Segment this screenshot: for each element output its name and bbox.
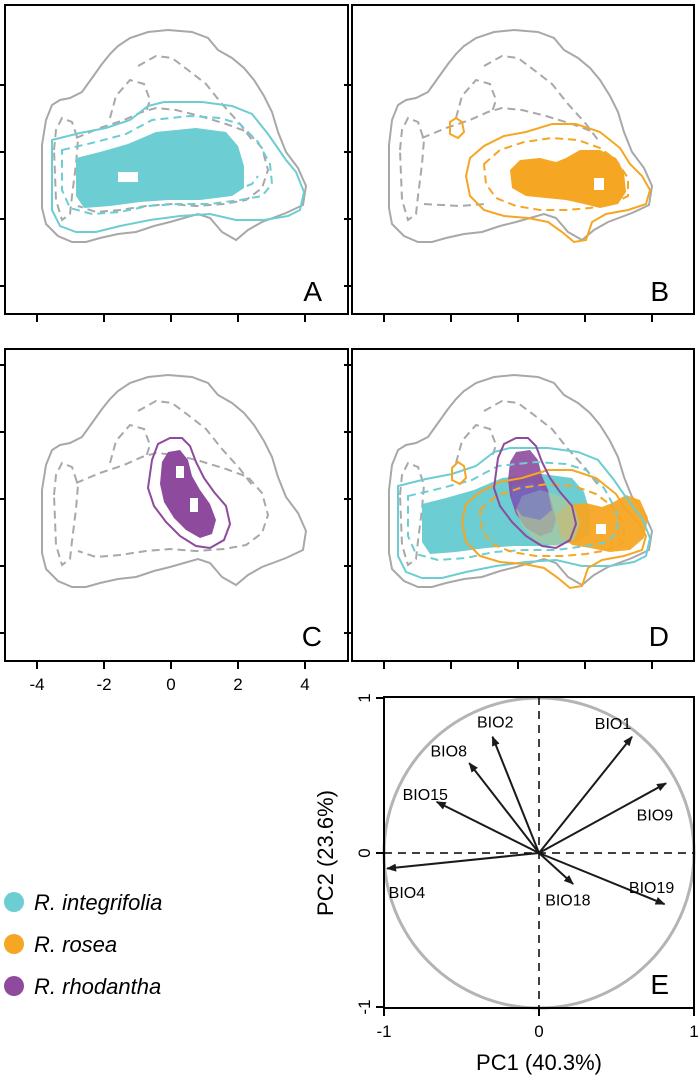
panel-c-x-tick-labels: -4 -2 0 2 4 [29,675,309,694]
vector-label-bio2: BIO2 [477,714,514,731]
panel-a-envelope [41,28,308,243]
panel-b-dashed-contour [421,106,595,139]
panel-c-dashed-contour [52,461,80,567]
panel-c-envelope [41,373,308,588]
panel-b-rosea-island [449,116,466,140]
panel-b-label: B [650,276,669,307]
legend-swatch-rhodantha [4,976,24,996]
panel-e-y-tick-label: 0 [355,848,374,857]
panel-c-frame [4,348,349,662]
panel-c-x-tick-label: 4 [300,675,309,694]
vector-label-bio18: BIO18 [545,893,590,910]
vector-bio19 [538,852,666,906]
vector-label-bio19: BIO19 [629,880,674,897]
panel-a-core-hole [118,172,138,182]
vector-label-bio15: BIO15 [403,787,448,804]
panel-e-y-tick-label: -1 [355,999,374,1014]
vector-label-bio9: BIO9 [637,807,674,824]
panel-c-dashed-contour [75,451,270,559]
panel-c-x-tick-label: -2 [96,675,111,694]
panel-e-x-tick-label: -1 [376,1022,391,1041]
panel-a-label: A [303,276,322,307]
legend-swatch-rosea [4,934,24,954]
panel-d-label: D [649,621,669,652]
vector-label-bio4: BIO4 [389,885,426,902]
panel-c-rhodantha-outer [146,437,232,550]
panel-d-rosea-outer [460,469,648,590]
panel-a: A [4,4,349,315]
panel-b-rosea-outer [464,123,652,244]
panel-d-integrifolia-outer [397,447,652,579]
vector-bio8 [468,762,540,854]
panel-a-dashed-contour [75,106,270,214]
panel-b-core-hole [594,178,604,190]
vector-bio1 [538,735,633,854]
panel-e-ylabel: PC2 (23.6%) [313,790,338,916]
panel-d-rosea-island [451,460,468,486]
panel-b-dashed-contour [398,116,426,222]
panel-d-rhodantha-outer [492,437,578,550]
panel-a-integrifolia-outer [51,101,306,233]
vector-bio18 [538,852,574,885]
panel-a-frame [4,4,349,315]
vector-bio2 [491,735,540,854]
panel-b-rosea-inner [482,136,629,211]
panel-b-dashed-contour [455,78,498,119]
panel-d-dashed-contour [398,461,426,567]
panel-c-core-hole [190,498,198,512]
panel-e-x-tick-label: 1 [689,1022,698,1041]
panel-c-core-hole [176,466,184,478]
axes-a-d [0,84,653,669]
panel-c-x-tick-label: -4 [29,675,44,694]
panel-a-integrifolia-core [76,128,244,208]
panel-a-dashed-contour [137,54,253,141]
panel-d-dashed-contour [455,423,498,464]
panel-d-integrifolia-inner [407,460,620,562]
vector-bio4 [386,852,540,872]
vector-bio15 [435,800,540,854]
panel-b-rosea-core [510,150,626,208]
panel-c-dashed-contour [109,423,152,464]
panel-e-x-tick-label: 0 [534,1022,543,1041]
panel-d-core-hole [596,524,606,534]
vector-label-bio8: BIO8 [431,744,468,761]
panel-b-frame [351,4,695,315]
vector-label-bio1: BIO1 [595,716,632,733]
legend-label-rhodantha: R. rhodantha [34,974,161,999]
panel-a-dashed-contour [52,116,80,222]
panel-d-rosea-inner [478,482,625,557]
panel-b-envelope [388,28,654,243]
panel-c: C [4,348,349,662]
panel-d-overlap-violet [512,482,552,520]
panel-c-x-tick-label: 2 [233,675,242,694]
panel-a-integrifolia-inner [61,114,274,216]
legend-label-integrifolia: R. integrifolia [34,890,162,915]
panel-e-xlabel: PC1 (40.3%) [476,1050,602,1075]
panel-b-dashed-contour [483,54,599,141]
panel-e-vectors: BIO1 BIO2 BIO8 BIO15 BIO9 BIO4 BIO18 BIO19 [386,714,674,910]
panel-e-y-tick-label: 1 [355,693,374,702]
panel-a-dashed-contour [109,78,152,119]
panel-c-label: C [302,621,322,652]
legend: R. integrifolia R. rosea R. rhodantha [4,890,162,999]
panel-c-dashed-contour [137,399,253,486]
panel-c-rhodantha-core [160,450,216,538]
panel-d-frame [351,348,695,662]
panel-e: BIO1 BIO2 BIO8 BIO15 BIO9 BIO4 BIO18 BIO19 -1 0… [313,693,699,1075]
panel-e-label: E [650,969,669,1000]
panel-d: D [351,348,695,662]
panel-b: B [351,4,695,315]
panel-c-x-tick-label: 0 [166,675,175,694]
legend-swatch-integrifolia [4,892,24,912]
panel-b-dashed-contour [423,203,487,208]
panel-d-envelope [388,373,654,588]
legend-label-rosea: R. rosea [34,932,117,957]
panel-d-dashed-contour [483,399,599,486]
vector-bio9 [538,782,667,854]
